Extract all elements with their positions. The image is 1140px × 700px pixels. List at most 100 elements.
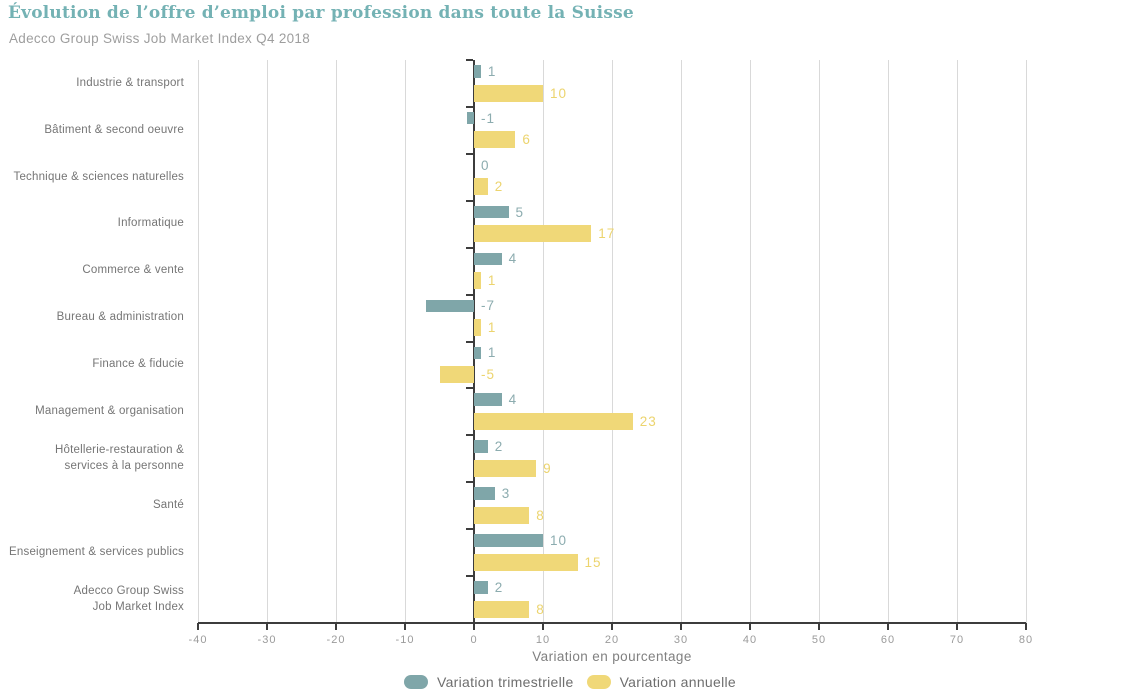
bar-value-label: 17	[598, 226, 616, 242]
legend-label: Variation annuelle	[619, 674, 737, 690]
bar-variation-annuelle	[474, 272, 481, 290]
gridline	[1025, 60, 1027, 623]
bar-variation-annuelle	[474, 131, 516, 149]
gridline	[197, 60, 199, 623]
x-tick-label: 30	[673, 634, 689, 646]
bar-variation-annuelle	[474, 84, 543, 102]
y-axis-tick	[466, 246, 473, 249]
x-axis-tick	[818, 623, 820, 630]
x-tick-label: 60	[880, 634, 896, 646]
chart-subtitle: Adecco Group Swiss Job Market Index Q4 2…	[9, 31, 311, 46]
bar-value-label: 1	[487, 273, 497, 289]
x-tick-label: 70	[949, 634, 965, 646]
gridline	[887, 60, 889, 623]
y-axis-tick	[466, 105, 473, 108]
gridline	[335, 60, 337, 623]
category-label: Santé	[152, 498, 184, 511]
bar-value-label: 4	[508, 392, 518, 408]
bar-variation-trimestrielle	[425, 299, 474, 313]
bar-value-label: 2	[494, 579, 504, 595]
category-label: Commerce & vente	[82, 264, 184, 277]
x-tick-label: 80	[1018, 634, 1034, 646]
bar-value-label: 1	[487, 63, 497, 79]
legend-label: Variation trimestrielle	[436, 674, 574, 690]
x-axis-tick	[680, 623, 682, 630]
legend-swatch	[403, 675, 428, 689]
bar-value-label: 4	[508, 251, 518, 267]
category-label: Hôtellerie-restauration & services à la …	[54, 444, 184, 472]
y-axis-tick	[466, 622, 473, 624]
bar-value-label: 23	[639, 413, 657, 429]
bar-variation-trimestrielle	[474, 581, 488, 594]
y-axis-tick	[466, 528, 473, 531]
bar-variation-annuelle	[474, 319, 481, 337]
x-axis-tick	[542, 623, 544, 630]
gridline	[266, 60, 268, 623]
bar-value-label: 2	[494, 179, 504, 195]
category-label: Bâtiment & second oeuvre	[44, 123, 184, 136]
bar-value-label: 1	[487, 320, 497, 336]
x-axis-tick	[611, 623, 613, 630]
category-label: Management & organisation	[35, 405, 184, 418]
legend-item-trimestrielle[interactable]: Variation trimestrielle	[403, 674, 574, 690]
x-tick-label: 10	[535, 634, 551, 646]
x-tick-label: 20	[604, 634, 620, 646]
bar-value-label: 6	[522, 132, 531, 148]
y-axis-tick	[466, 59, 473, 61]
y-axis-tick	[466, 434, 473, 437]
bar-value-label: -5	[481, 367, 496, 382]
x-tick-label: 40	[742, 634, 758, 646]
category-label: Enseignement & services publics	[9, 545, 184, 558]
bar-value-label: 2	[494, 439, 504, 455]
bar-value-label: 0	[481, 157, 490, 173]
y-axis-tick	[466, 293, 473, 296]
bar-value-label: 8	[536, 507, 545, 523]
y-axis-tick	[466, 199, 473, 202]
x-axis-tick	[266, 623, 268, 630]
bar-value-label: 5	[515, 204, 525, 220]
y-axis-tick	[466, 575, 473, 578]
bar-variation-trimestrielle	[474, 487, 495, 500]
bar-value-label: 10	[550, 85, 568, 101]
bar-value-label: 10	[550, 532, 568, 548]
legend: Variation trimestrielle Variation annuell…	[0, 674, 1140, 690]
bar-variation-annuelle	[474, 600, 530, 618]
category-label: Bureau & administration	[56, 311, 184, 324]
x-axis-tick	[956, 623, 958, 630]
category-label: Industrie & transport	[76, 76, 184, 89]
category-label: Adecco Group Swiss Job Market Index	[73, 585, 184, 613]
bar-value-label: -7	[481, 298, 496, 314]
x-tick-label: 50	[811, 634, 827, 646]
category-label: Finance & fiducie	[92, 358, 184, 371]
legend-swatch	[586, 675, 611, 689]
gridline	[749, 60, 751, 623]
bar-variation-trimestrielle	[467, 111, 474, 125]
x-axis-tick	[404, 623, 406, 630]
bar-variation-trimestrielle	[474, 440, 488, 453]
x-axis-tick	[1025, 623, 1027, 630]
gridline	[542, 60, 544, 623]
gridline	[680, 60, 682, 623]
bar-variation-annuelle	[439, 366, 474, 383]
x-tick-label: -10	[395, 634, 415, 646]
bar-variation-trimestrielle	[474, 252, 502, 266]
legend-item-annuelle[interactable]: Variation annuelle	[586, 674, 737, 690]
x-tick-label: -20	[326, 634, 346, 646]
bar-variation-trimestrielle	[474, 205, 509, 219]
bar-variation-annuelle	[474, 506, 530, 524]
x-axis-title: Variation en pourcentage	[532, 649, 692, 664]
x-tick-label: -40	[188, 634, 208, 646]
bar-variation-annuelle	[474, 459, 537, 477]
y-axis-tick	[466, 387, 473, 390]
bar-variation-annuelle	[474, 553, 578, 571]
x-axis-tick	[335, 623, 337, 630]
x-tick-label: 0	[470, 634, 478, 646]
x-axis-tick	[197, 623, 199, 630]
y-axis-tick	[466, 481, 473, 484]
bar-variation-annuelle	[474, 412, 633, 430]
y-axis-tick	[466, 340, 473, 343]
bar-value-label: -1	[481, 110, 496, 126]
bar-variation-trimestrielle	[474, 346, 481, 359]
